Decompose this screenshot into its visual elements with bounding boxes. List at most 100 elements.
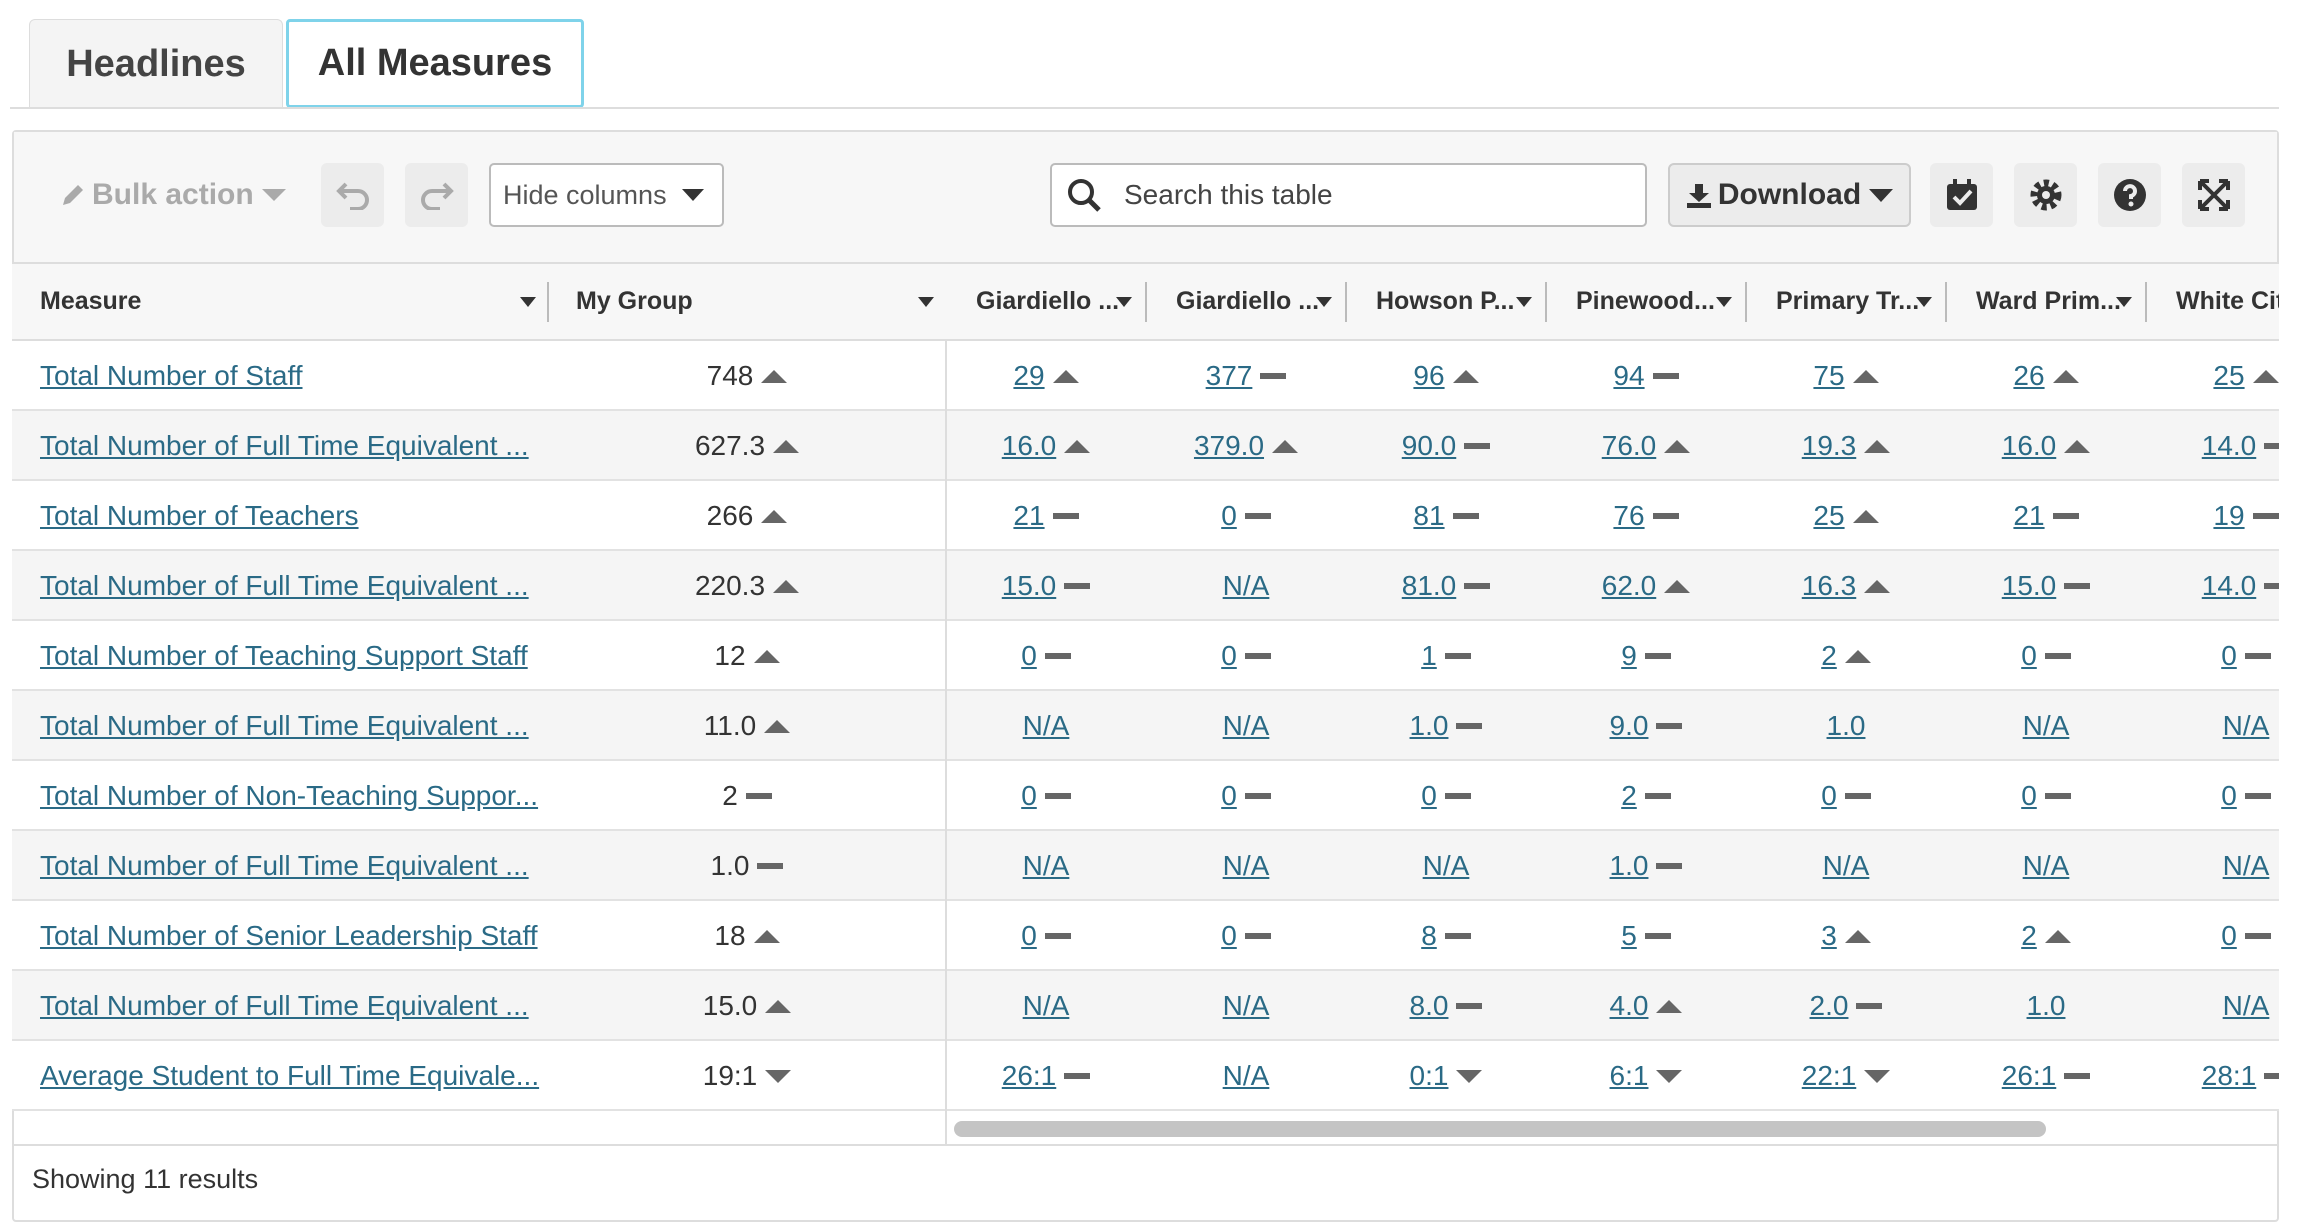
- cell-value[interactable]: 19.3: [1801, 430, 1857, 461]
- cell-value[interactable]: N/A: [1222, 850, 1270, 881]
- cell-value[interactable]: 14.0: [2201, 570, 2257, 601]
- cell-value[interactable]: 8: [1421, 920, 1437, 951]
- cell-value[interactable]: 0: [2021, 780, 2037, 811]
- measure-link[interactable]: Total Number of Full Time Equivalent ...: [40, 570, 529, 601]
- cell-value[interactable]: 62.0: [1601, 570, 1657, 601]
- cell-value[interactable]: N/A: [2222, 990, 2270, 1021]
- column-header[interactable]: Ward Prim...: [1946, 262, 2146, 341]
- cell-value[interactable]: 19: [2213, 500, 2245, 531]
- cell-value[interactable]: 2: [1821, 640, 1837, 671]
- cell-value[interactable]: 0: [1021, 920, 1037, 951]
- measure-link[interactable]: Total Number of Senior Leadership Staff: [40, 920, 538, 951]
- cell-value[interactable]: 22:1: [1801, 1060, 1857, 1091]
- column-header[interactable]: Measure: [12, 262, 548, 341]
- sort-caret[interactable]: [1916, 297, 1932, 307]
- cell-value[interactable]: 0: [2221, 920, 2237, 951]
- column-header[interactable]: White Cit: [2146, 262, 2279, 341]
- cell-value[interactable]: 2.0: [1809, 990, 1849, 1021]
- cell-value[interactable]: N/A: [1222, 990, 1270, 1021]
- cell-value[interactable]: 3: [1821, 920, 1837, 951]
- cell-value[interactable]: 0: [1421, 780, 1437, 811]
- cell-value[interactable]: 0: [1221, 920, 1237, 951]
- search-box[interactable]: Search this table: [1050, 163, 1647, 227]
- cell-value[interactable]: N/A: [1422, 850, 1470, 881]
- cell-value[interactable]: 0: [1021, 640, 1037, 671]
- sort-caret[interactable]: [918, 297, 934, 307]
- cell-value[interactable]: N/A: [2222, 850, 2270, 881]
- cell-value[interactable]: 21: [2013, 500, 2045, 531]
- sort-caret[interactable]: [1716, 297, 1732, 307]
- measure-link[interactable]: Total Number of Full Time Equivalent ...: [40, 850, 529, 881]
- cell-value[interactable]: 2: [2021, 920, 2037, 951]
- tab-active[interactable]: All Measures: [286, 19, 584, 108]
- cell-value[interactable]: 29: [1013, 360, 1045, 391]
- cell-value[interactable]: 96: [1413, 360, 1445, 391]
- measure-link[interactable]: Total Number of Teaching Support Staff: [40, 640, 528, 671]
- cell-value[interactable]: N/A: [1222, 570, 1270, 601]
- cell-value[interactable]: 26:1: [1001, 1060, 1057, 1091]
- cell-value[interactable]: 0: [1221, 500, 1237, 531]
- undo-button[interactable]: [321, 163, 384, 227]
- cell-value[interactable]: 0: [1021, 780, 1037, 811]
- cell-value[interactable]: 94: [1613, 360, 1645, 391]
- cell-value[interactable]: 8.0: [1409, 990, 1449, 1021]
- cell-value[interactable]: 16.0: [1001, 430, 1057, 461]
- help-button[interactable]: [2098, 163, 2161, 227]
- measure-link[interactable]: Total Number of Full Time Equivalent ...: [40, 990, 529, 1021]
- cell-value[interactable]: 1: [1421, 640, 1437, 671]
- measure-link[interactable]: Total Number of Full Time Equivalent ...: [40, 710, 529, 741]
- cell-value[interactable]: 28:1: [2201, 1060, 2257, 1091]
- cell-value[interactable]: N/A: [2022, 850, 2070, 881]
- cell-value[interactable]: N/A: [1222, 710, 1270, 741]
- cell-value[interactable]: 377: [1205, 360, 1253, 391]
- column-header[interactable]: Giardiello ...: [946, 262, 1146, 341]
- cell-value[interactable]: 0: [2221, 780, 2237, 811]
- cell-value[interactable]: 379.0: [1193, 430, 1265, 461]
- cell-value[interactable]: 1.0: [1826, 710, 1866, 741]
- cell-value[interactable]: 0: [2021, 640, 2037, 671]
- sort-caret[interactable]: [1516, 297, 1532, 307]
- measure-link[interactable]: Total Number of Non-Teaching Suppor...: [40, 780, 539, 811]
- cell-value[interactable]: 15.0: [2001, 570, 2057, 601]
- cell-value[interactable]: 4.0: [1609, 990, 1649, 1021]
- measure-link[interactable]: Total Number of Staff: [40, 360, 303, 391]
- cell-value[interactable]: 25: [1813, 500, 1845, 531]
- bulk-action[interactable]: Bulk action: [60, 163, 286, 227]
- cell-value[interactable]: 26:1: [2001, 1060, 2057, 1091]
- settings-button[interactable]: [2014, 163, 2077, 227]
- cell-value[interactable]: N/A: [1222, 1060, 1270, 1091]
- cell-value[interactable]: 9: [1621, 640, 1637, 671]
- cell-value[interactable]: 1.0: [1609, 850, 1649, 881]
- measure-link[interactable]: Total Number of Full Time Equivalent ...: [40, 430, 529, 461]
- cell-value[interactable]: N/A: [2222, 710, 2270, 741]
- cell-value[interactable]: 16.0: [2001, 430, 2057, 461]
- hide-columns[interactable]: Hide columns: [489, 163, 724, 227]
- fullscreen-button[interactable]: [2182, 163, 2245, 227]
- cell-value[interactable]: 0: [1221, 780, 1237, 811]
- cell-value[interactable]: 81.0: [1401, 570, 1457, 601]
- download-button[interactable]: Download: [1668, 163, 1911, 227]
- cell-value[interactable]: 5: [1621, 920, 1637, 951]
- cell-value[interactable]: 1.0: [1409, 710, 1449, 741]
- cell-value[interactable]: 25: [2213, 360, 2245, 391]
- sort-caret[interactable]: [520, 297, 536, 307]
- sort-caret[interactable]: [1316, 297, 1332, 307]
- cell-value[interactable]: N/A: [2022, 710, 2070, 741]
- cell-value[interactable]: 0: [1821, 780, 1837, 811]
- column-header[interactable]: My Group: [548, 262, 946, 341]
- cell-value[interactable]: N/A: [1022, 990, 1070, 1021]
- redo-button[interactable]: [405, 163, 468, 227]
- cell-value[interactable]: 14.0: [2201, 430, 2257, 461]
- cell-value[interactable]: 90.0: [1401, 430, 1457, 461]
- sort-caret[interactable]: [2116, 297, 2132, 307]
- cell-value[interactable]: 76: [1613, 500, 1645, 531]
- cell-value[interactable]: 16.3: [1801, 570, 1857, 601]
- column-header[interactable]: Giardiello ...: [1146, 262, 1346, 341]
- column-header[interactable]: Primary Tr...: [1746, 262, 1946, 341]
- cell-value[interactable]: 1.0: [2026, 990, 2066, 1021]
- column-header[interactable]: Pinewood...: [1546, 262, 1746, 341]
- column-header[interactable]: Howson P...: [1346, 262, 1546, 341]
- scrollbar[interactable]: [954, 1121, 2046, 1137]
- cell-value[interactable]: 0:1: [1409, 1060, 1449, 1091]
- cell-value[interactable]: 0: [1221, 640, 1237, 671]
